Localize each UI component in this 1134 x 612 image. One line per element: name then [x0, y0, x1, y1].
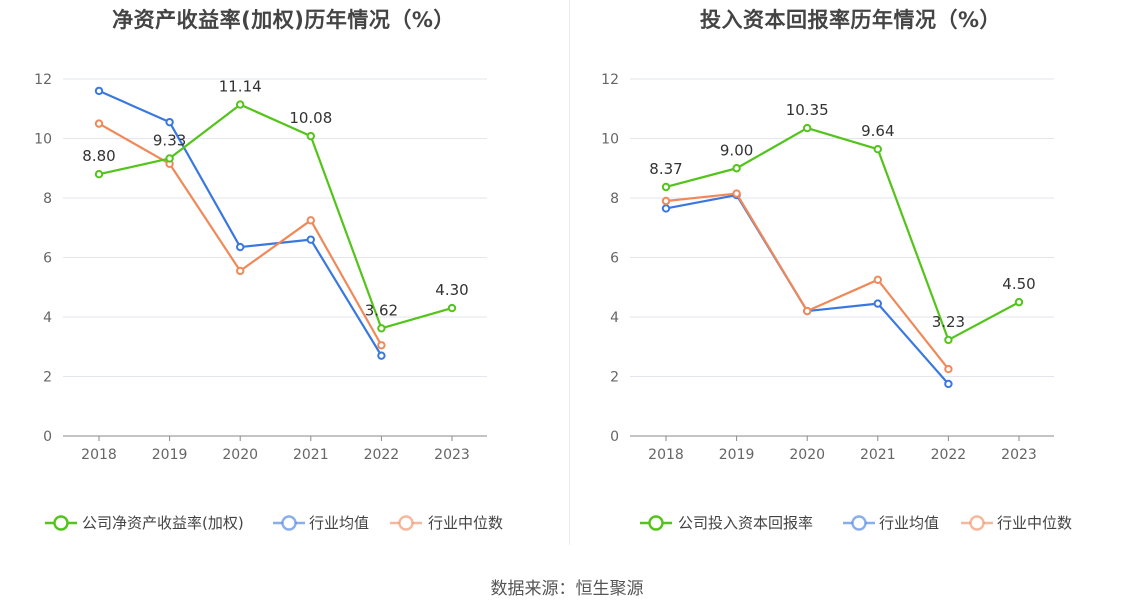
data-source-note: 数据来源：恒生聚源: [490, 579, 644, 599]
data-point: [236, 242, 245, 252]
x-tick-label: 2023: [1001, 447, 1037, 463]
chart-title: 投入资本回报率历年情况（%）: [699, 8, 1002, 32]
data-point: [306, 131, 315, 141]
data-point: [873, 275, 882, 285]
data-point: [447, 303, 457, 313]
y-tick-label: 8: [610, 191, 619, 207]
data-point: [377, 351, 386, 360]
roe-line-chart: 0 2 4 6 8 10 12 2018 2019 2020 2021 2022 2023 8.80 9.3…: [34, 72, 503, 532]
legend-label: 公司投入资本回报率: [678, 514, 813, 532]
y-tick-label: 8: [43, 191, 52, 207]
series-line: [98, 103, 453, 330]
y-tick-label: 6: [43, 251, 52, 267]
x-tick-label: 2020: [789, 447, 825, 463]
y-tick-label: 6: [610, 251, 619, 267]
legend-marker: [851, 515, 867, 531]
data-point: [165, 117, 174, 127]
legend-label: 行业均值: [879, 514, 939, 532]
y-tick-label: 4: [43, 310, 52, 326]
panel-divider: [569, 0, 570, 545]
legend-label: 行业均值: [309, 514, 369, 532]
data-label: 4.30: [435, 281, 468, 299]
data-label: 11.14: [219, 78, 262, 96]
data-point: [165, 154, 174, 163]
data-point: [732, 164, 741, 173]
series-line: [665, 126, 1020, 342]
data-point: [732, 189, 741, 198]
data-label: 3.23: [932, 313, 965, 331]
data-label: 10.08: [289, 109, 332, 127]
roe-chart-panel: 净资产收益率(加权)历年情况（%） 0 2 4 6 8 10 12 2018 2019 2020 2…: [0, 0, 567, 560]
legend-marker: [648, 515, 664, 531]
data-point: [661, 182, 671, 192]
data-label: 9.64: [861, 122, 894, 140]
series-line: [665, 192, 950, 370]
legend-marker: [969, 515, 985, 531]
chart-title: 净资产收益率(加权)历年情况（%）: [112, 8, 455, 32]
data-label: 3.62: [365, 301, 398, 319]
data-point: [1014, 297, 1024, 307]
x-tick-label: 2018: [648, 447, 684, 463]
data-point: [377, 324, 386, 333]
data-point: [661, 204, 671, 213]
data-point: [306, 235, 315, 244]
roic-chart-panel: 投入资本回报率历年情况（%） 0 2 4 6 8 10 12 2018 2019 2020 2021…: [567, 0, 1134, 560]
data-label: 9.33: [153, 131, 186, 149]
x-tick-label: 2021: [293, 447, 329, 463]
roic-line-chart: 0 2 4 6 8 10 12 2018 2019 2020 2021 2022 2023 8.37 9.0…: [601, 72, 1072, 532]
y-tick-label: 2: [610, 370, 619, 386]
data-point: [94, 119, 104, 128]
x-tick-label: 2019: [152, 447, 188, 463]
x-tick-label: 2019: [719, 447, 755, 463]
data-point: [661, 196, 671, 206]
x-tick-label: 2022: [931, 447, 967, 463]
x-tick-label: 2020: [222, 447, 258, 463]
y-tick-label: 10: [601, 132, 619, 148]
data-point: [306, 216, 315, 225]
data-label: 8.37: [649, 160, 682, 178]
data-point: [803, 306, 812, 316]
y-tick-label: 4: [610, 310, 619, 326]
data-point: [803, 123, 812, 133]
x-tick-label: 2023: [434, 447, 470, 463]
y-tick-label: 12: [34, 72, 52, 88]
legend-label: 公司净资产收益率(加权): [82, 514, 244, 532]
data-point: [944, 364, 953, 374]
data-point: [236, 266, 245, 276]
series-line: [98, 122, 383, 346]
data-point: [377, 341, 386, 350]
x-tick-label: 2018: [81, 447, 117, 463]
data-label: 9.00: [720, 141, 753, 159]
data-label: 4.50: [1002, 275, 1035, 293]
series-line: [98, 89, 383, 357]
legend-label: 行业中位数: [428, 514, 503, 532]
data-point: [944, 379, 953, 389]
legend-marker: [398, 515, 414, 531]
data-point: [236, 100, 245, 109]
y-tick-label: 2: [43, 370, 52, 386]
data-label: 10.35: [786, 101, 829, 119]
legend-marker: [281, 515, 297, 531]
x-tick-label: 2021: [860, 447, 896, 463]
legend-marker: [53, 515, 69, 531]
data-label: 8.80: [82, 147, 115, 165]
y-tick-label: 10: [34, 132, 52, 148]
y-tick-label: 0: [610, 429, 619, 445]
data-point: [873, 145, 882, 154]
legend-label: 行业中位数: [997, 514, 1072, 532]
data-point: [94, 86, 104, 96]
y-tick-label: 12: [601, 72, 619, 88]
x-tick-label: 2022: [364, 447, 400, 463]
data-point: [94, 170, 104, 179]
y-tick-label: 0: [43, 429, 52, 445]
data-point: [873, 299, 882, 308]
data-point: [944, 335, 953, 345]
